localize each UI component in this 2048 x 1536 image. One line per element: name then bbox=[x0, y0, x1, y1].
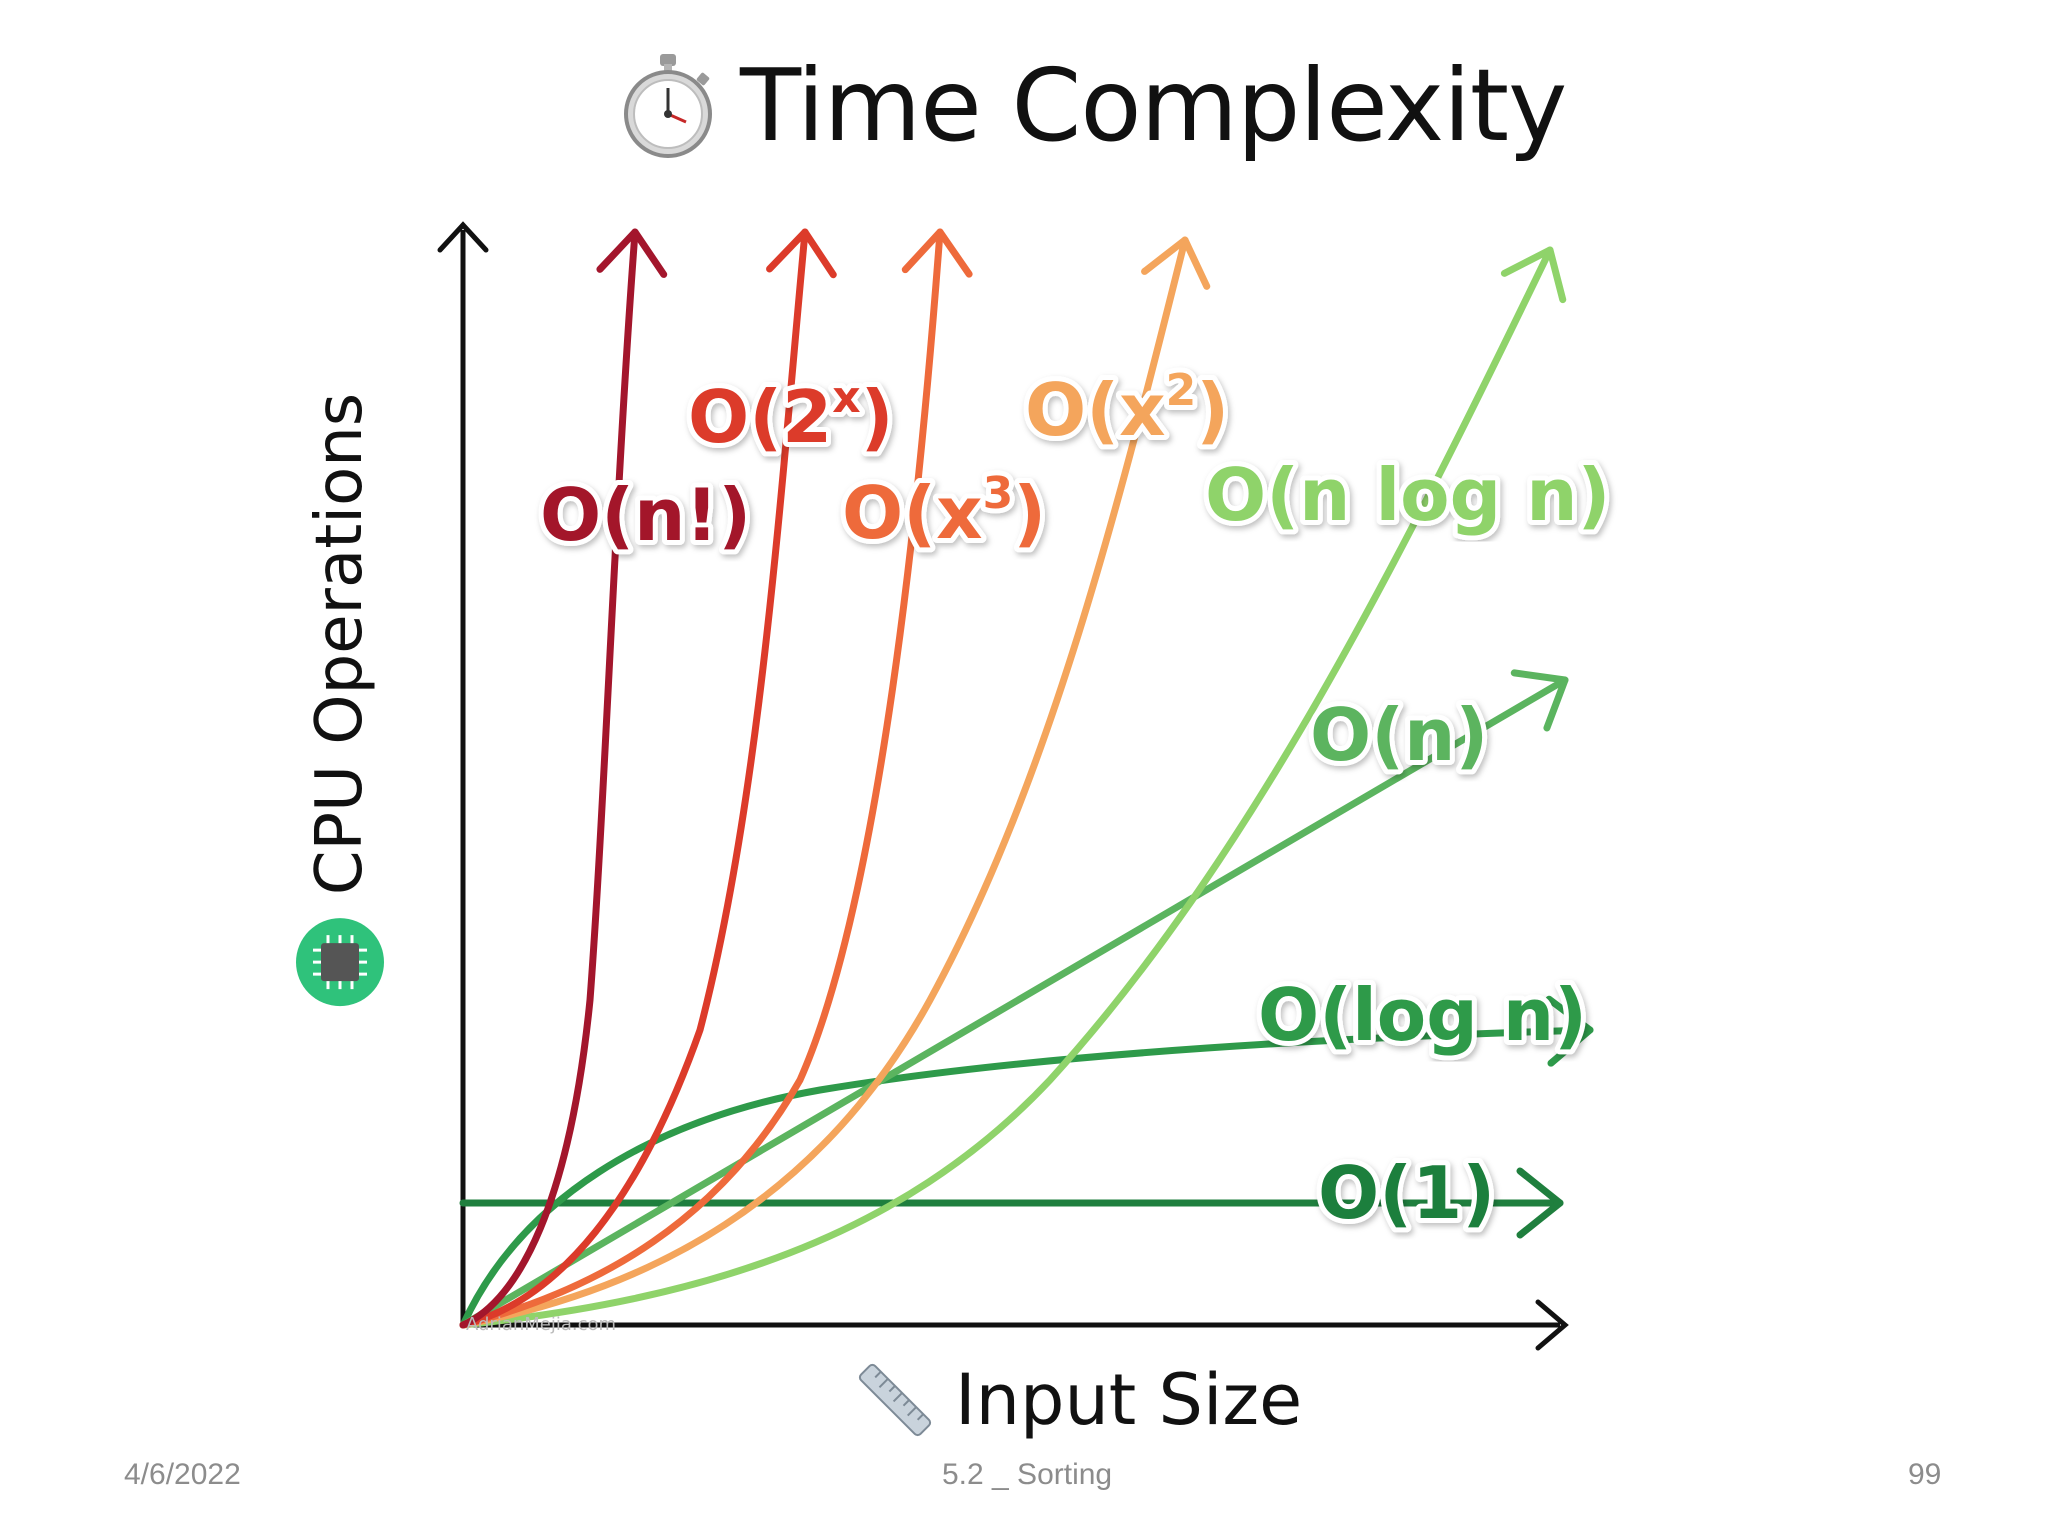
series-line-exponential bbox=[459, 228, 809, 1329]
series-label-base: O(n!) bbox=[540, 473, 751, 557]
series-label-base: O(x bbox=[1025, 368, 1166, 452]
y-axis-arrowhead bbox=[437, 221, 489, 253]
series-label-base: O(log n) bbox=[1258, 973, 1587, 1057]
series-arrowhead-linear bbox=[1510, 669, 1569, 732]
series-label-exponential: O(2x) bbox=[688, 372, 894, 459]
series-line-linear bbox=[459, 676, 1569, 1329]
series-label-tail: ) bbox=[861, 375, 894, 459]
series-arrowhead-exponential bbox=[766, 228, 837, 279]
series-label-tail: ) bbox=[1013, 471, 1046, 555]
series-line-quadratic bbox=[459, 236, 1189, 1329]
series-label-base: O(1) bbox=[1318, 1151, 1495, 1235]
series-label-superscript: 2 bbox=[1166, 365, 1197, 416]
series-label-logarithmic: O(log n) bbox=[1258, 973, 1587, 1057]
ruler-icon bbox=[858, 1363, 932, 1437]
x-axis-arrowhead bbox=[1535, 1299, 1569, 1351]
series-label-superscript: 3 bbox=[983, 468, 1014, 519]
stopwatch-icon bbox=[624, 54, 712, 158]
y-axis-label: CPU Operations bbox=[295, 393, 385, 1007]
series-label-quadratic: O(x2) bbox=[1025, 365, 1229, 452]
curve-labels: O(n!)O(2x)O(x3)O(x2)O(n log n)O(n)O(log … bbox=[535, 360, 1615, 1240]
series-arrowhead-cubic bbox=[901, 228, 973, 278]
chart-title: Time Complexity bbox=[620, 40, 1567, 170]
series-label-linearithmic: O(n log n) bbox=[1205, 453, 1610, 537]
axes bbox=[437, 221, 1569, 1351]
series-label-base: O(x bbox=[842, 471, 983, 555]
series-arrowhead-constant bbox=[1516, 1167, 1564, 1239]
cpu-chip-icon bbox=[296, 918, 384, 1007]
series-arrowhead-logarithmic bbox=[1545, 995, 1594, 1067]
series-arrowhead-quadratic bbox=[1141, 236, 1211, 290]
series-label-base: O(n) bbox=[1310, 693, 1488, 777]
watermark: AdrianMejia.com bbox=[466, 1314, 616, 1335]
x-axis-label-text: Input Size bbox=[955, 1359, 1303, 1441]
series-label-factorial: O(n!) bbox=[540, 473, 751, 557]
series-line-factorial bbox=[459, 228, 639, 1329]
series-label-constant: O(1) bbox=[1318, 1151, 1495, 1235]
series-line-logarithmic bbox=[459, 1026, 1594, 1329]
footer-page-number: 99 bbox=[1908, 1458, 1942, 1491]
series-label-superscript: x bbox=[832, 372, 860, 423]
series-arrowhead-linearithmic bbox=[1500, 246, 1567, 304]
series-arrowhead-factorial bbox=[596, 228, 668, 278]
series-label-linear: O(n) bbox=[1310, 693, 1488, 777]
series-label-base: O(n log n) bbox=[1205, 453, 1610, 537]
footer-date: 4/6/2022 bbox=[124, 1458, 241, 1491]
series-line-linearithmic bbox=[459, 246, 1554, 1329]
series-label-base: O(2 bbox=[688, 375, 832, 459]
series-label-cubic: O(x3) bbox=[842, 468, 1046, 555]
footer-title: 5.2 _ Sorting bbox=[942, 1458, 1113, 1491]
series-label-tail: ) bbox=[1196, 368, 1229, 452]
series-line-cubic bbox=[459, 228, 944, 1329]
curves bbox=[459, 228, 1594, 1329]
x-axis-label: Input Size bbox=[855, 1345, 1302, 1455]
chart-title-text: Time Complexity bbox=[740, 46, 1567, 164]
